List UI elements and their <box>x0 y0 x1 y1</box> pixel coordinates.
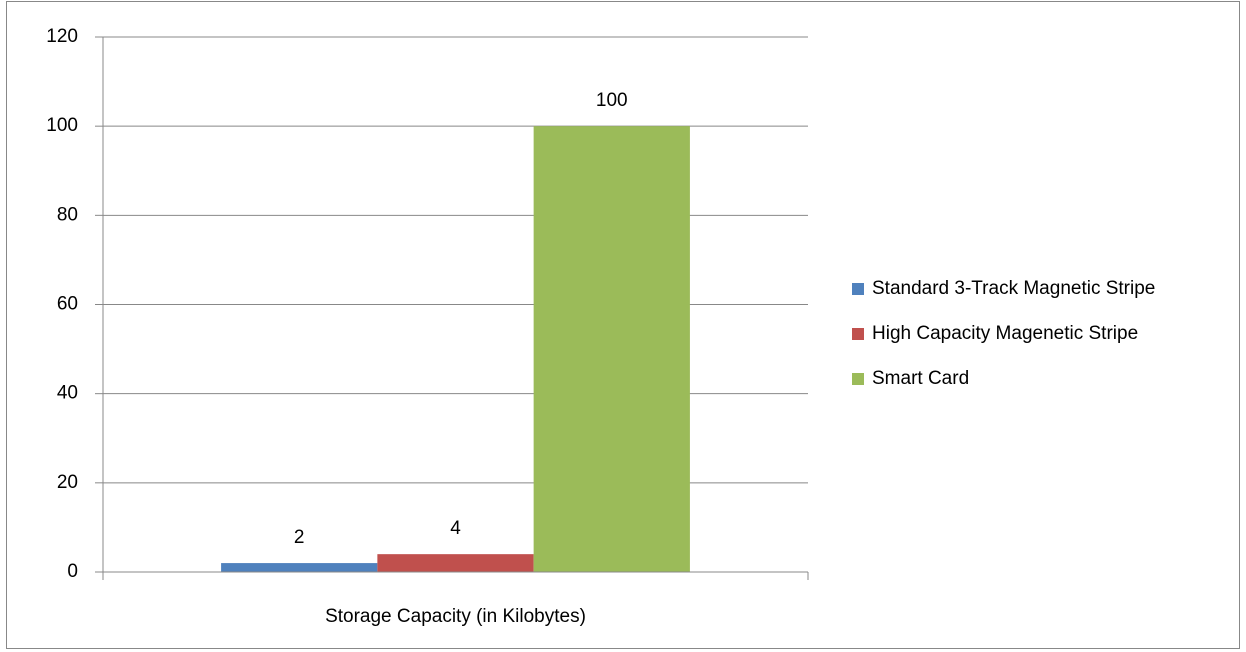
legend-swatch <box>852 373 864 385</box>
data-label: 2 <box>294 527 305 548</box>
legend-swatch <box>852 328 864 340</box>
bar <box>533 126 690 573</box>
y-tick-label: 120 <box>46 26 78 47</box>
y-tick-label: 60 <box>57 294 78 315</box>
y-tick-label: 0 <box>67 561 78 582</box>
data-label: 100 <box>596 90 628 111</box>
bar <box>377 554 534 572</box>
x-tick-label: Storage Capacity (in Kilobytes) <box>325 606 586 627</box>
legend-swatch <box>852 283 864 295</box>
bar <box>221 563 378 572</box>
y-tick-label: 100 <box>46 115 78 136</box>
legend-label: Standard 3-Track Magnetic Stripe <box>872 278 1155 299</box>
y-tick-label: 40 <box>57 383 78 404</box>
y-tick-label: 80 <box>57 204 78 225</box>
legend-label: High Capacity Magenetic Stripe <box>872 323 1138 344</box>
legend-label: Smart Card <box>872 368 969 389</box>
y-tick-label: 20 <box>57 472 78 493</box>
data-label: 4 <box>450 518 461 539</box>
